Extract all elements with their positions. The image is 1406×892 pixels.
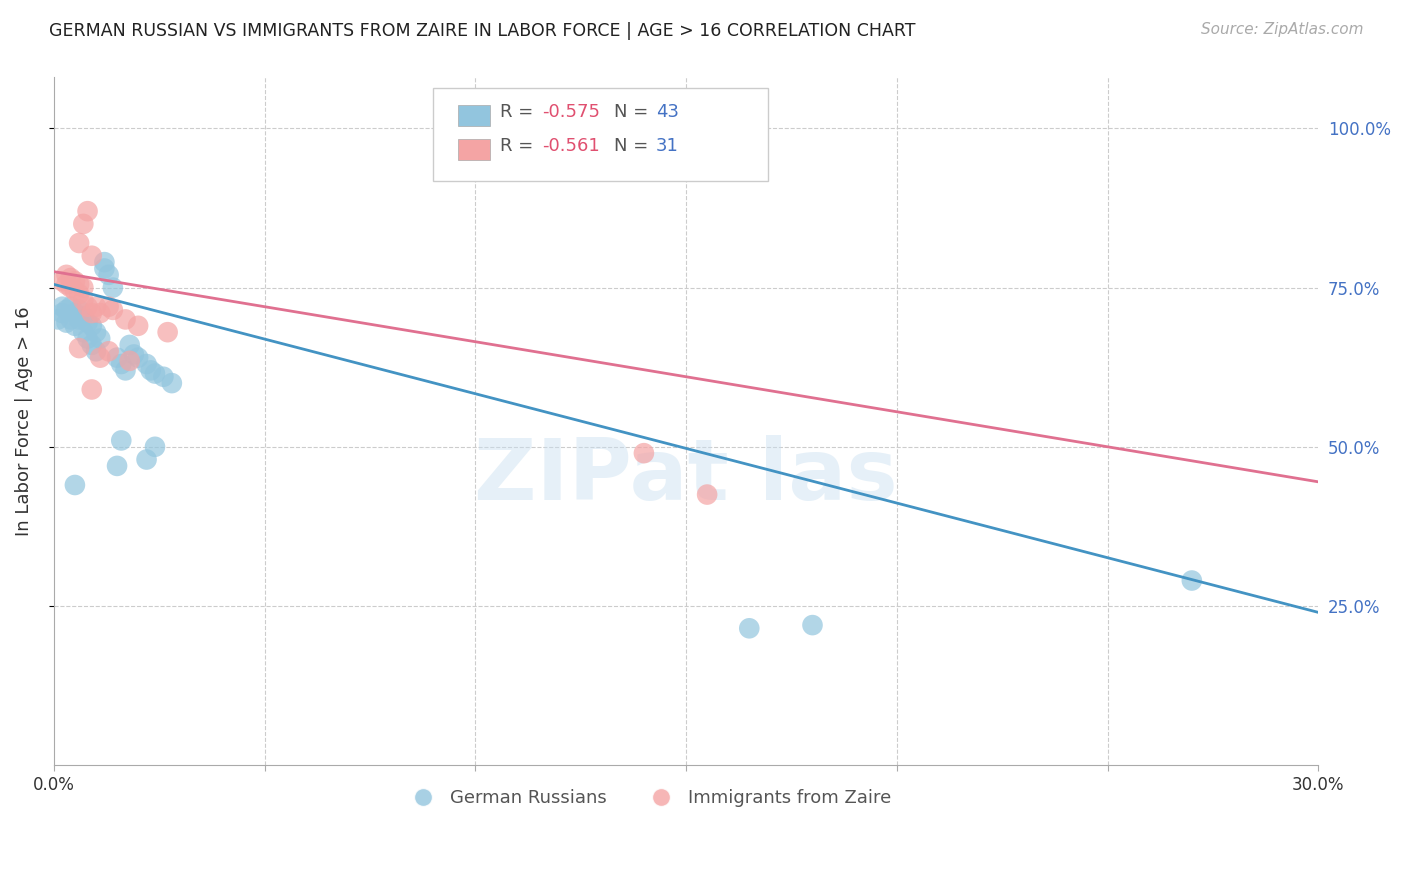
Point (72, 325, 94, 339)
Point (46, 312, 69, 326)
Point (67, 312, 90, 326)
Point (63, 478, 86, 492)
Point (55, 316, 77, 330)
Point (135, 357, 157, 371)
Point (89, 351, 111, 365)
Point (114, 363, 136, 377)
Point (143, 440, 166, 454)
Text: ZIPat las: ZIPat las (474, 434, 898, 518)
Point (135, 452, 157, 467)
Point (93, 261, 115, 276)
Point (101, 280, 124, 294)
Legend: German Russians, Immigrants from Zaire: German Russians, Immigrants from Zaire (398, 782, 898, 814)
Text: R =: R = (501, 103, 538, 120)
Point (84, 344, 107, 359)
Point (51, 306, 73, 320)
Point (738, 621, 761, 635)
Point (76, 316, 98, 330)
Point (67, 341, 90, 355)
Point (97, 344, 120, 359)
Bar (458, 105, 491, 126)
Point (114, 312, 136, 326)
Point (97, 268, 120, 282)
Point (696, 487, 718, 501)
Point (80, 306, 103, 320)
Point (80, 338, 103, 352)
Text: GERMAN RUSSIAN VS IMMIGRANTS FROM ZAIRE IN LABOR FORCE | AGE > 16 CORRELATION CH: GERMAN RUSSIAN VS IMMIGRANTS FROM ZAIRE … (49, 22, 915, 40)
Point (156, 325, 179, 339)
Text: R =: R = (501, 137, 538, 155)
Point (63, 306, 86, 320)
Point (55, 302, 77, 317)
Point (72, 217, 94, 231)
Point (1181, 574, 1204, 588)
Point (633, 446, 655, 460)
Point (118, 338, 141, 352)
Text: N =: N = (614, 103, 654, 120)
Point (76, 204, 98, 219)
Point (80, 383, 103, 397)
Point (59, 271, 82, 285)
Point (97, 300, 120, 314)
Point (143, 367, 166, 381)
Point (67, 235, 90, 250)
Point (67, 277, 90, 292)
Point (72, 280, 94, 294)
FancyBboxPatch shape (433, 87, 768, 180)
Point (80, 249, 103, 263)
Point (84, 300, 107, 314)
Point (89, 306, 111, 320)
Point (110, 434, 132, 448)
Point (139, 363, 162, 377)
Point (93, 255, 115, 269)
Point (51, 300, 73, 314)
Point (89, 332, 111, 346)
Point (63, 274, 86, 288)
Point (160, 376, 183, 390)
Point (63, 284, 86, 298)
Point (801, 618, 824, 632)
Point (80, 318, 103, 333)
Point (59, 312, 82, 326)
Point (105, 351, 128, 365)
Point (105, 458, 128, 473)
Bar (458, 139, 491, 160)
Point (67, 302, 90, 317)
Point (101, 302, 124, 317)
Text: 31: 31 (655, 137, 679, 155)
Point (127, 351, 149, 365)
Point (72, 293, 94, 308)
Text: -0.575: -0.575 (541, 103, 600, 120)
Point (63, 318, 86, 333)
Text: 43: 43 (655, 103, 679, 120)
Point (59, 280, 82, 294)
Point (122, 347, 145, 361)
Point (72, 310, 94, 324)
Point (55, 268, 77, 282)
Point (110, 357, 132, 371)
Point (118, 354, 141, 368)
Point (55, 277, 77, 292)
Text: N =: N = (614, 137, 654, 155)
Point (127, 318, 149, 333)
Point (84, 325, 107, 339)
Point (152, 369, 174, 384)
Point (76, 300, 98, 314)
Text: Source: ZipAtlas.com: Source: ZipAtlas.com (1201, 22, 1364, 37)
Text: -0.561: -0.561 (541, 137, 599, 155)
Point (76, 332, 98, 346)
Point (67, 287, 90, 301)
Point (51, 274, 73, 288)
Y-axis label: In Labor Force | Age > 16: In Labor Force | Age > 16 (15, 307, 32, 536)
Point (59, 300, 82, 314)
